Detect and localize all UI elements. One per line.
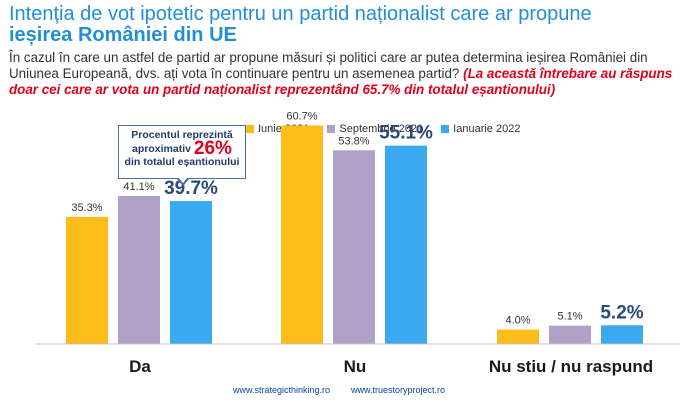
data-label-nu-stiu-nu-raspund-iunie-2021: 4.0% (505, 315, 530, 327)
data-label-da-ianuarie-2022: 39.7% (164, 178, 218, 199)
bar-da-iunie-2021 (66, 216, 108, 344)
title-line-1: Intenția de vot ipotetic pentru un parti… (9, 3, 592, 25)
data-label-nu-iunie-2021: 60.7% (286, 110, 317, 122)
title-line-2: ieșirea României din UE (9, 24, 237, 46)
callout-line-1: Procentul reprezintă (131, 129, 233, 141)
bar-nu-ianuarie-2022 (385, 145, 427, 344)
legend-item-septembrie-2021: Septembrie 2021 (327, 122, 423, 136)
data-label-da-iunie-2021: 35.3% (71, 202, 102, 214)
footer-link-strategicthinking[interactable]: www.strategicthinking.ro (233, 385, 331, 395)
bar-nu-iunie-2021 (281, 125, 323, 344)
legend-label-ianuarie-2022: Ianuarie 2022 (453, 123, 521, 135)
legend-swatch-iunie-2021 (246, 125, 254, 133)
data-label-da-septembrie-2021: 41.1% (123, 181, 154, 193)
bar-da-septembrie-2021 (118, 196, 160, 344)
callout-prefix: aproximativ (132, 143, 194, 155)
legend-swatch-ianuarie-2022 (441, 125, 450, 133)
legend-label-septembrie-2021: Septembrie 2021 (339, 123, 424, 135)
callout-line-2: aproximativ 26% (119, 139, 245, 158)
bar-nu-stiu-nu-raspund-iunie-2021 (497, 329, 539, 344)
category-label-nu-stiu-nu-raspund: Nu stiu / nu raspund (489, 357, 653, 376)
survey-question: În cazul în care un astfel de partid ar … (9, 50, 693, 98)
data-label-nu-stiu-nu-raspund-ianuarie-2022: 5.2% (600, 302, 643, 323)
callout-line-3: din totalul eșantionului (124, 156, 240, 168)
callout-value: 26% (193, 138, 232, 159)
category-label-nu: Nu (344, 357, 367, 376)
data-label-nu-septembrie-2021: 53.8% (338, 135, 369, 147)
bar-nu-stiu-nu-raspund-ianuarie-2022 (601, 325, 643, 344)
category-label-da: Da (129, 357, 151, 376)
bar-nu-septembrie-2021 (333, 150, 375, 344)
callout-pointer (176, 176, 190, 186)
question-note: (La această întrebare au răspuns doar ce… (9, 66, 673, 97)
question-text: În cazul în care un astfel de partid ar … (9, 50, 648, 81)
data-label-nu-stiu-nu-raspund-septembrie-2021: 5.1% (557, 311, 582, 323)
data-label-nu-ianuarie-2022: 55.1% (379, 123, 433, 144)
footer-link-truestoryproject[interactable]: www.truestoryproject.ro (351, 385, 446, 395)
chart-title: Intenția de vot ipotetic pentru un parti… (9, 4, 689, 46)
bar-da-ianuarie-2022 (170, 201, 212, 344)
legend-swatch-septembrie-2021 (327, 125, 336, 133)
bar-nu-stiu-nu-raspund-septembrie-2021 (549, 325, 591, 344)
sample-share-callout: Procentul reprezintă aproximativ 26% din… (118, 125, 246, 179)
legend-item-ianuarie-2022: Ianuarie 2022 (441, 122, 520, 136)
